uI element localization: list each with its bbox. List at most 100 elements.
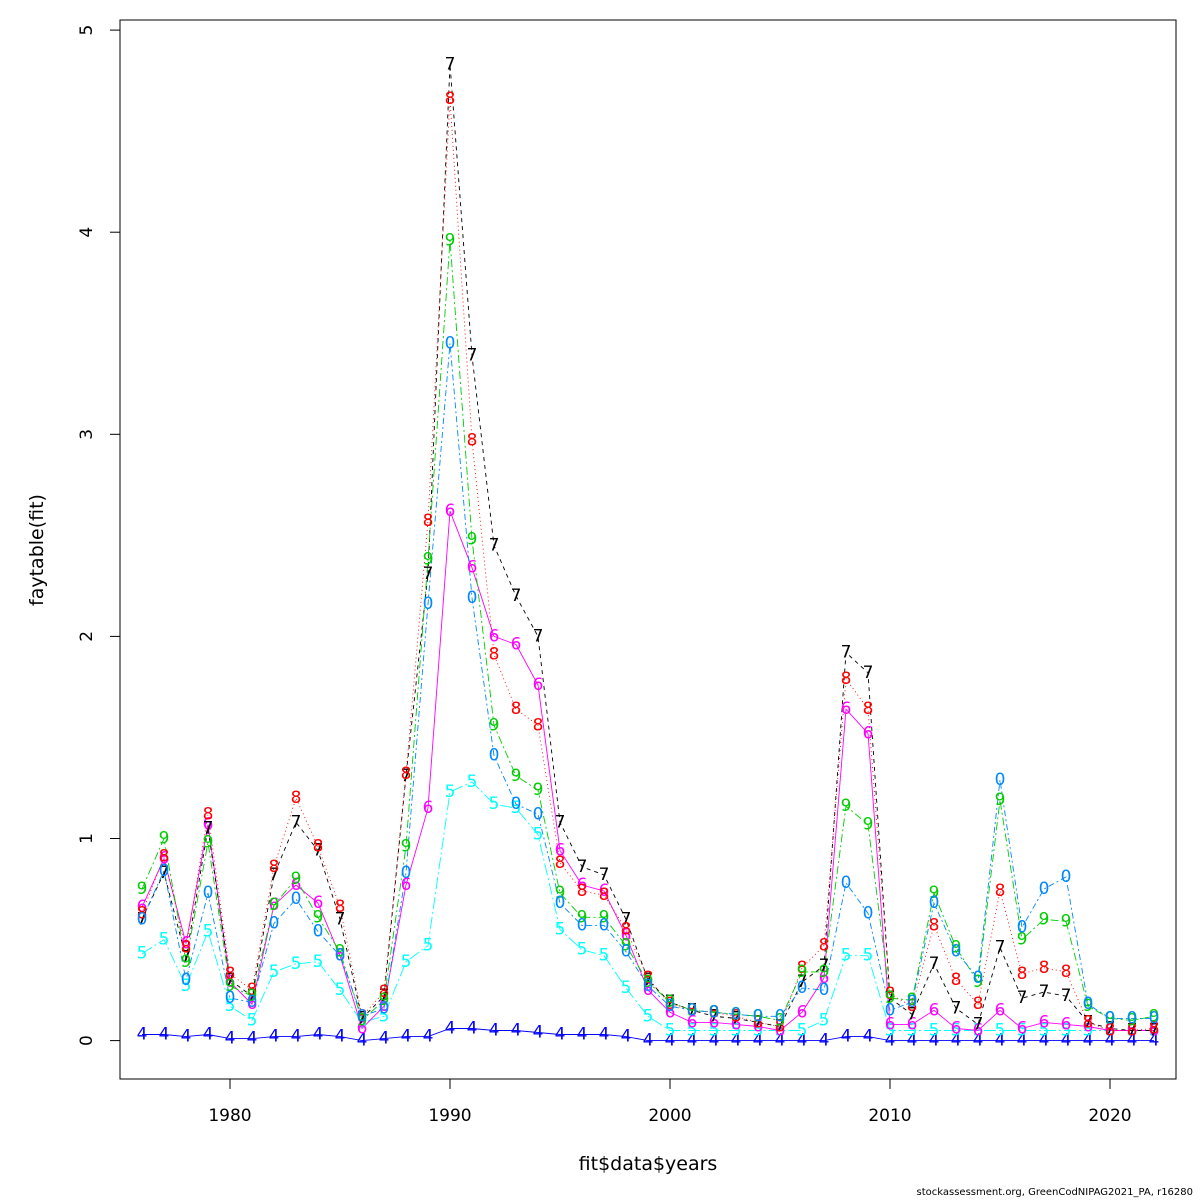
point-label-6: 6 <box>269 895 280 915</box>
point-label-9: 9 <box>1083 996 1094 1016</box>
point-label-4: 4 <box>533 1023 544 1043</box>
point-label-4: 4 <box>313 1025 324 1045</box>
point-label-7: 7 <box>1083 1012 1094 1032</box>
point-label-8: 8 <box>467 430 478 450</box>
point-label-7: 7 <box>511 586 522 606</box>
point-label-8: 8 <box>445 89 456 109</box>
point-label-7: 7 <box>467 346 478 366</box>
point-label-5: 5 <box>841 946 852 966</box>
point-label-0: 0 <box>511 794 522 814</box>
point-label-6: 6 <box>555 841 566 861</box>
point-label-9: 9 <box>929 883 940 903</box>
x-tick-label: 2010 <box>868 1106 911 1126</box>
point-label-9: 9 <box>621 936 632 956</box>
point-label-8: 8 <box>511 699 522 719</box>
point-label-7: 7 <box>181 948 192 968</box>
point-label-7: 7 <box>643 970 654 990</box>
point-label-4: 4 <box>401 1027 412 1047</box>
point-label-6: 6 <box>731 1014 742 1034</box>
point-label-0: 0 <box>841 873 852 893</box>
point-label-5: 5 <box>555 919 566 939</box>
point-label-6: 6 <box>841 699 852 719</box>
point-label-6: 6 <box>467 558 478 578</box>
point-label-0: 0 <box>291 889 302 909</box>
point-label-4: 4 <box>687 1031 698 1051</box>
point-label-0: 0 <box>225 988 236 1008</box>
point-label-9: 9 <box>291 869 302 889</box>
point-label-8: 8 <box>665 994 676 1014</box>
point-label-4: 4 <box>269 1027 280 1047</box>
point-label-5: 5 <box>181 976 192 996</box>
point-label-5: 5 <box>863 946 874 966</box>
point-label-7: 7 <box>269 865 280 885</box>
y-tick-label: 4 <box>77 227 97 238</box>
point-label-6: 6 <box>423 798 434 818</box>
point-label-9: 9 <box>533 780 544 800</box>
point-label-7: 7 <box>1105 1019 1116 1039</box>
point-label-8: 8 <box>995 881 1006 901</box>
point-label-7: 7 <box>885 988 896 1008</box>
point-label-4: 4 <box>599 1025 610 1045</box>
point-label-5: 5 <box>291 954 302 974</box>
point-label-7: 7 <box>291 812 302 832</box>
point-label-8: 8 <box>335 897 346 917</box>
point-label-6: 6 <box>709 1012 720 1032</box>
y-tick-label: 1 <box>77 833 97 844</box>
point-label-0: 0 <box>951 942 962 962</box>
point-label-7: 7 <box>203 818 214 838</box>
point-label-4: 4 <box>159 1025 170 1045</box>
point-label-8: 8 <box>313 837 324 857</box>
point-label-9: 9 <box>247 986 258 1006</box>
y-axis-title: faytable(fit) <box>26 494 48 606</box>
point-label-6: 6 <box>247 994 258 1014</box>
point-label-0: 0 <box>269 913 280 933</box>
point-label-8: 8 <box>599 885 610 905</box>
point-label-9: 9 <box>445 230 456 250</box>
point-label-8: 8 <box>885 984 896 1004</box>
point-label-7: 7 <box>775 1017 786 1037</box>
point-label-6: 6 <box>863 723 874 743</box>
point-label-0: 0 <box>775 1006 786 1026</box>
point-label-5: 5 <box>797 1021 808 1041</box>
point-label-0: 0 <box>577 915 588 935</box>
point-label-5: 5 <box>819 1010 830 1030</box>
point-label-7: 7 <box>445 55 456 75</box>
point-label-0: 0 <box>1017 917 1028 937</box>
point-label-6: 6 <box>643 980 654 1000</box>
point-label-9: 9 <box>181 952 192 972</box>
point-label-6: 6 <box>885 1014 896 1034</box>
point-label-5: 5 <box>709 1021 720 1041</box>
point-label-4: 4 <box>555 1025 566 1045</box>
point-label-6: 6 <box>797 1002 808 1022</box>
point-label-9: 9 <box>511 766 522 786</box>
point-label-6: 6 <box>181 934 192 954</box>
point-label-8: 8 <box>1149 1019 1160 1039</box>
point-label-8: 8 <box>577 881 588 901</box>
point-label-8: 8 <box>1105 1021 1116 1041</box>
point-label-6: 6 <box>665 1002 676 1022</box>
point-label-0: 0 <box>885 1000 896 1020</box>
point-label-4: 4 <box>1105 1031 1116 1051</box>
point-label-7: 7 <box>247 986 258 1006</box>
point-label-7: 7 <box>1017 988 1028 1008</box>
point-label-6: 6 <box>1149 1021 1160 1041</box>
point-label-7: 7 <box>489 536 500 556</box>
point-label-8: 8 <box>533 715 544 735</box>
point-label-6: 6 <box>291 875 302 895</box>
point-label-6: 6 <box>775 1021 786 1041</box>
point-label-4: 4 <box>621 1027 632 1047</box>
point-label-4: 4 <box>775 1031 786 1051</box>
point-label-0: 0 <box>313 922 324 942</box>
point-label-9: 9 <box>1039 909 1050 929</box>
point-label-4: 4 <box>379 1029 390 1049</box>
point-label-6: 6 <box>357 1019 368 1039</box>
point-label-5: 5 <box>423 936 434 956</box>
series-line-6 <box>141 510 1154 1031</box>
point-label-5: 5 <box>225 996 236 1016</box>
point-label-8: 8 <box>181 938 192 958</box>
point-label-8: 8 <box>247 980 258 1000</box>
point-label-7: 7 <box>665 992 676 1012</box>
point-label-6: 6 <box>1127 1021 1138 1041</box>
